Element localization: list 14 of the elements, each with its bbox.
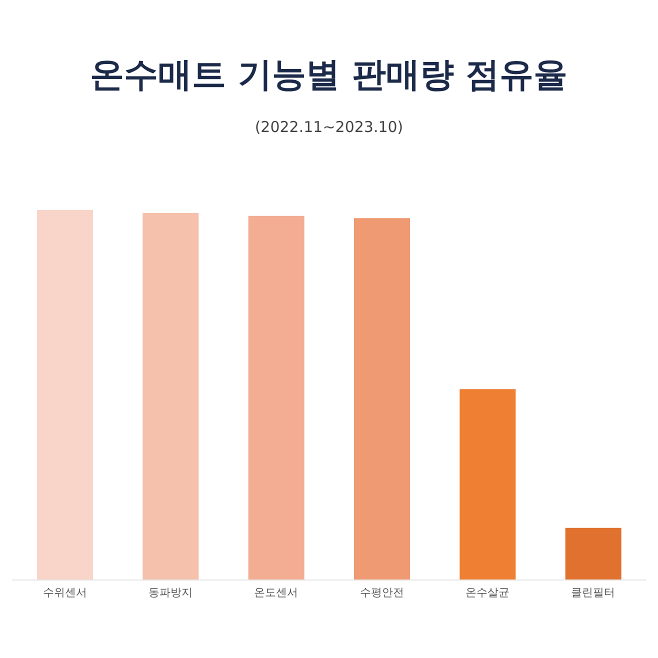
x-tick-label: 수평안전: [360, 586, 404, 599]
x-tick-label: 온수살균: [466, 586, 510, 599]
x-tick-label: 클린필터: [571, 586, 616, 599]
bar: [354, 218, 410, 580]
chart-title: 온수매트 기능별 판매량 점유율: [89, 54, 569, 97]
x-tick-label: 수위센서: [42, 586, 87, 599]
chart-subtitle: (2022.11~2023.10): [254, 118, 404, 136]
bar: [37, 210, 93, 580]
bar: [142, 212, 199, 580]
x-tick-label: 온도센서: [254, 586, 298, 599]
bar: [565, 528, 622, 580]
x-tick-label: 동파방지: [148, 586, 192, 599]
bar: [248, 216, 304, 580]
bar: [460, 389, 516, 580]
